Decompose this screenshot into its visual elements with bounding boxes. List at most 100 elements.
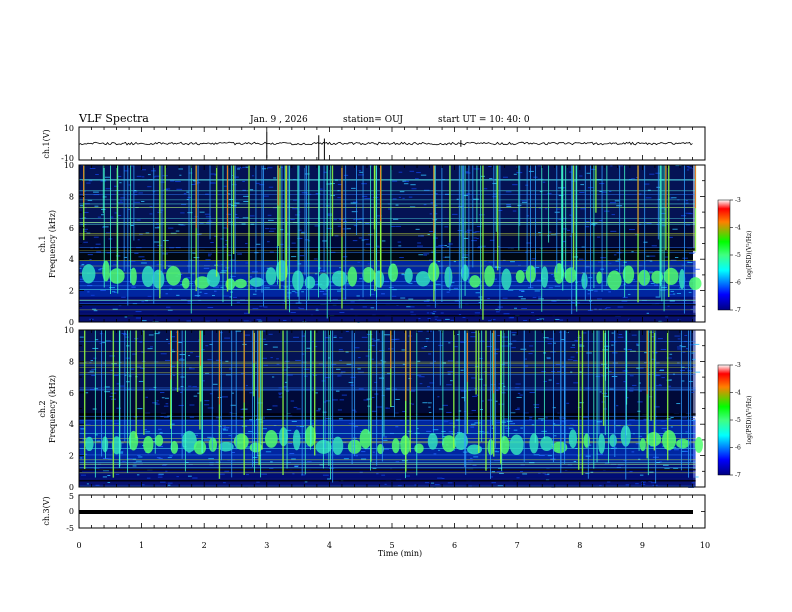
- spectrum-speckle: [403, 183, 409, 185]
- spectrum-speckle: [649, 260, 653, 262]
- spectrum-speckle: [381, 240, 386, 242]
- spectrum-speckle: [292, 473, 295, 475]
- spectrum-speckle: [538, 232, 541, 234]
- spectrum-speckle: [201, 380, 205, 382]
- spectrum-speckle: [543, 381, 547, 383]
- spectrum-speckle: [541, 371, 546, 373]
- spectrum-speckle: [471, 409, 477, 411]
- spectrum-speckle: [366, 334, 373, 336]
- spectrum-speckle: [429, 382, 435, 384]
- spectrum-speckle: [214, 174, 217, 176]
- spectrum-speckle: [660, 348, 667, 350]
- chorus-emission: [540, 266, 549, 288]
- chorus-emission: [678, 269, 686, 290]
- x-axis-tick-labels: 0 1 2 3 4 5 6 7 8 9 10: [76, 541, 710, 550]
- spectrum-speckle: [453, 287, 458, 289]
- spectrum-speckle: [445, 318, 450, 320]
- spectrum-speckle: [553, 423, 556, 425]
- spectrum-speckle: [357, 261, 361, 263]
- spectrum-speckle: [615, 260, 619, 262]
- spectrum-speckle: [276, 363, 280, 365]
- spectrum-speckle: [82, 228, 88, 230]
- spectrum-speckle: [131, 286, 136, 288]
- spectrum-speckle: [538, 418, 545, 420]
- spectrum-speckle: [222, 482, 226, 484]
- spectrum-speckle: [631, 178, 635, 180]
- spectrum-speckle: [119, 362, 122, 364]
- spectrum-speckle: [517, 264, 521, 266]
- spectrum-speckle: [228, 435, 232, 437]
- spectrum-speckle: [476, 238, 479, 240]
- spectrum-speckle: [638, 435, 643, 437]
- spectrum-speckle: [694, 268, 700, 270]
- spectrum-speckle: [213, 286, 220, 288]
- spectrum-speckle: [337, 409, 343, 411]
- spectrum-speckle: [458, 205, 463, 207]
- spectrum-speckle: [488, 320, 493, 322]
- spectrum-speckle: [93, 310, 98, 312]
- spectrum-speckle: [568, 427, 574, 429]
- x-tick-label: 8: [577, 541, 582, 550]
- spectrum-speckle: [107, 482, 111, 484]
- spectrum-band: [79, 312, 696, 322]
- spectrum-speckle: [376, 473, 379, 475]
- spectrum-speckle: [172, 374, 176, 376]
- spectrum-speckle: [447, 360, 454, 362]
- spectrum-speckle: [158, 209, 164, 211]
- spectrum-speckle: [326, 213, 333, 215]
- spectrum-speckle: [507, 289, 514, 291]
- spectrum-speckle: [575, 352, 579, 354]
- spectrum-speckle: [89, 362, 92, 364]
- spectrum-speckle: [653, 362, 660, 364]
- spectrum-speckle: [682, 351, 686, 353]
- spectrum-speckle: [203, 439, 210, 441]
- spectrum-speckle: [221, 270, 228, 272]
- spectrum-speckle: [130, 225, 134, 227]
- spectrum-speckle: [166, 306, 171, 308]
- spectrum-speckle: [176, 188, 183, 190]
- spectrum-speckle: [148, 179, 153, 181]
- spectrum-speckle: [124, 170, 129, 172]
- ch2-spec-ylabel-channel: ch.2: [38, 400, 47, 417]
- spectrum-speckle: [395, 461, 400, 463]
- spectrum-speckle: [666, 357, 672, 359]
- spectrum-speckle: [361, 183, 367, 185]
- spectrum-speckle: [361, 336, 368, 338]
- spectrum-speckle: [342, 442, 347, 444]
- chorus-emission: [84, 436, 94, 452]
- spectrum-speckle: [395, 426, 399, 428]
- station-label: station= OUJ: [343, 115, 403, 125]
- spectrum-speckle: [599, 190, 603, 192]
- spectrum-speckle: [283, 386, 287, 388]
- spectrum-speckle: [676, 403, 681, 405]
- spectrum-speckle: [93, 357, 97, 359]
- spectrum-speckle: [635, 483, 639, 485]
- spectrum-speckle: [315, 308, 319, 310]
- spectrum-speckle: [276, 358, 279, 360]
- spectrum-speckle: [502, 176, 508, 178]
- spectrum-speckle: [320, 270, 326, 272]
- spectrum-speckle: [674, 257, 679, 259]
- spectrum-speckle: [473, 168, 480, 170]
- spectrum-speckle: [136, 247, 142, 249]
- spectrum-speckle: [669, 300, 675, 302]
- spectrum-speckle: [410, 306, 415, 308]
- spectrum-speckle: [610, 165, 613, 167]
- spectrum-speckle: [597, 453, 604, 455]
- spectrum-speckle: [223, 427, 230, 429]
- spectrum-speckle: [637, 401, 643, 403]
- spectrum-speckle: [354, 347, 360, 349]
- spectrum-speckle: [437, 396, 440, 398]
- spectrum-speckle: [391, 295, 397, 297]
- spectrum-speckle: [343, 458, 349, 460]
- spectrum-speckle: [392, 180, 398, 182]
- spectrum-speckle: [88, 180, 93, 182]
- spectrum-speckle: [681, 417, 688, 419]
- spectrum-speckle: [687, 261, 693, 263]
- spectrum-speckle: [497, 246, 500, 248]
- spectrum-speckle: [105, 232, 112, 234]
- spectrum-speckle: [156, 264, 162, 266]
- chorus-emission: [193, 440, 207, 455]
- spectrum-speckle: [207, 253, 212, 255]
- spectrum-speckle: [672, 228, 678, 230]
